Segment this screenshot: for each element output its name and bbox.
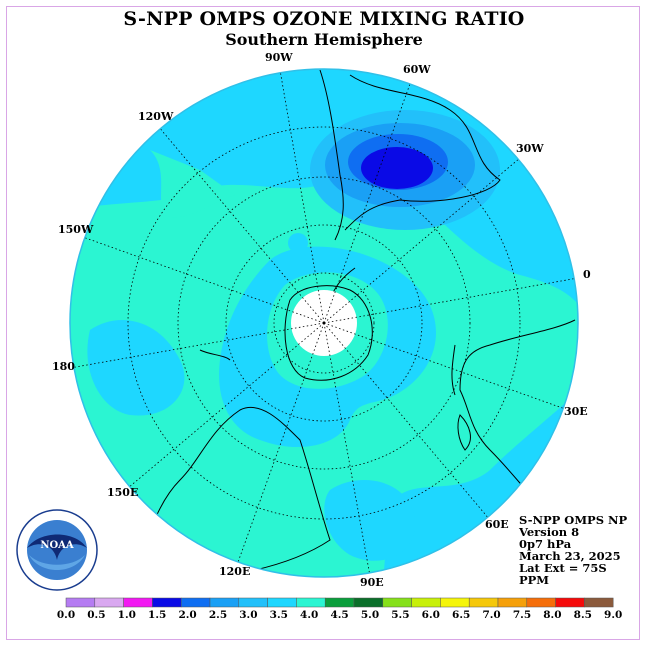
colorbar-swatch: [497, 597, 528, 608]
colorbar: 0.0 0.5 1.0 1.5 2.0 2.5 3.0 3.5 4.0 4.5 5.0 5.5 6.0 6…: [57, 597, 622, 621]
colorbar-swatch: [382, 597, 412, 608]
colorbar-tick-label: 4.0: [300, 609, 318, 621]
label-150w: 150W: [58, 223, 94, 236]
noaa-logo-text: NOAA: [40, 540, 74, 551]
colorbar-swatch: [267, 597, 297, 608]
field-patch-sw: [87, 320, 185, 416]
map-title: S-NPP OMPS OZONE MIXING RATIO: [123, 8, 525, 30]
longitude-labels: 90W 60W 30W 0 30E 60E 90E 120E 150E 180 …: [52, 51, 591, 589]
colorbar-tick-label: 4.5: [330, 609, 348, 621]
new-zealand: [199, 349, 231, 361]
map-boundary: [69, 68, 579, 578]
figure-frame: [6, 6, 640, 640]
colorbar-swatch: [440, 597, 470, 608]
label-30e: 30E: [564, 405, 588, 418]
label-0: 0: [583, 268, 591, 281]
colorbar-swatch: [296, 597, 326, 608]
colorbar-tick-label: 7.5: [513, 609, 531, 621]
colorbar-tick-label: 7.0: [482, 609, 500, 621]
info-instrument: S-NPP OMPS NP: [519, 513, 628, 527]
colorbar-swatch: [584, 597, 614, 608]
info-level: 0p7 hPa: [519, 537, 572, 551]
field-patch-small: [288, 233, 308, 253]
colorbar-tick-label: 0.5: [87, 609, 105, 621]
field-low-region-nw: [150, 150, 235, 218]
label-180: 180: [52, 360, 75, 373]
field-peak: [361, 147, 433, 189]
colorbar-swatch: [468, 597, 499, 608]
map-subtitle: Southern Hemisphere: [225, 30, 423, 49]
colorbar-swatch: [526, 597, 556, 608]
colorbar-tick-label: 5.0: [361, 609, 379, 621]
colorbar-tick-label: 2.5: [209, 609, 227, 621]
colorbar-swatch: [123, 597, 153, 608]
colorbar-tick-label: 2.0: [178, 609, 196, 621]
label-60w: 60W: [403, 63, 431, 76]
africa-coast: [451, 319, 576, 501]
colorbar-tick-label: 1.5: [148, 609, 166, 621]
label-90e: 90E: [360, 576, 384, 589]
info-lat-ext: Lat Ext = 75S: [519, 561, 607, 575]
colorbar-swatch: [353, 597, 384, 608]
colorbar-tick-label: 1.0: [118, 609, 136, 621]
colorbar-tick-label: 3.5: [270, 609, 288, 621]
label-120e: 120E: [219, 565, 250, 578]
colorbar-tick-label: 3.0: [239, 609, 257, 621]
colorbar-swatch: [411, 597, 441, 608]
field-patch-s: [324, 480, 416, 561]
colorbar-swatch: [180, 597, 211, 608]
colorbar-swatch: [555, 597, 585, 608]
label-120w: 120W: [138, 110, 174, 123]
colorbar-tick-label: 5.5: [391, 609, 409, 621]
colorbar-swatch: [238, 597, 268, 608]
colorbar-swatch: [152, 597, 182, 608]
south-america-coast: [319, 69, 501, 241]
colorbar-tick-label: 6.5: [452, 609, 470, 621]
info-date: March 23, 2025: [519, 549, 621, 563]
pole-marker: [322, 321, 326, 325]
colorbar-tick-label: 8.5: [574, 609, 592, 621]
madagascar: [457, 414, 471, 451]
colorbar-tick-label: 6.0: [422, 609, 440, 621]
label-30w: 30W: [516, 142, 544, 155]
label-60e: 60E: [485, 518, 509, 531]
colorbar-swatch: [209, 597, 240, 608]
colorbar-tick-label: 0.0: [57, 609, 75, 621]
colorbar-swatch: [94, 597, 124, 608]
graticule: [70, 69, 578, 577]
colorbar-tick-label: 9.0: [604, 609, 622, 621]
info-version: Version 8: [519, 525, 580, 539]
label-150e: 150E: [107, 486, 138, 499]
info-block: S-NPP OMPS NP Version 8 0p7 hPa March 23…: [519, 514, 627, 586]
colorbar-swatch: [65, 597, 96, 608]
colorbar-tick-label: 8.0: [543, 609, 561, 621]
noaa-logo: NOAA: [16, 509, 98, 591]
colorbar-swatch: [324, 597, 355, 608]
label-90w: 90W: [265, 51, 293, 64]
info-units: PPM: [519, 573, 550, 587]
